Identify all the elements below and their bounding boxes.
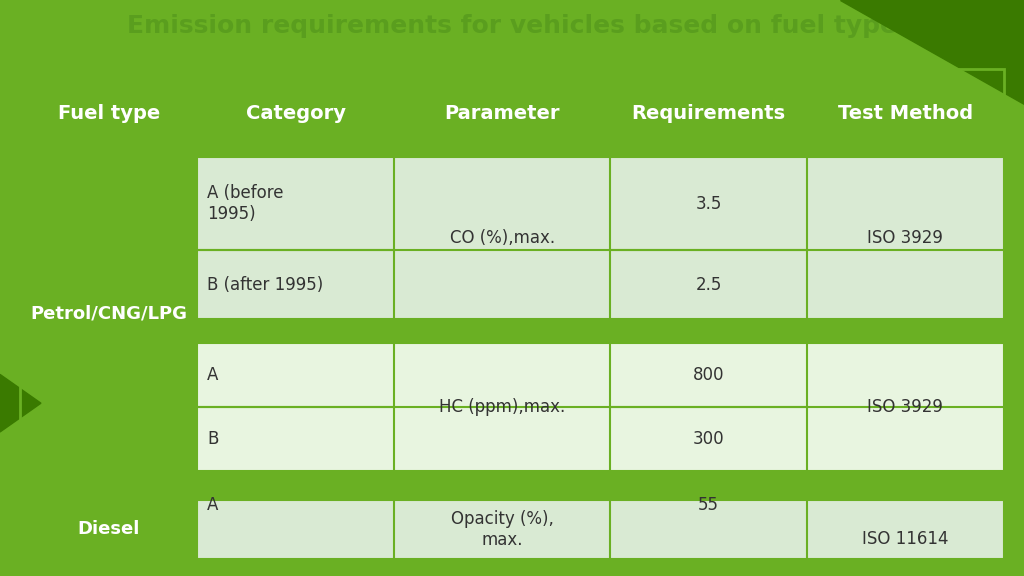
Text: 300: 300 [693,430,724,448]
Bar [198,500,394,559]
Bar [610,343,807,407]
Text: A: A [207,366,219,384]
Text: Petrol/CNG/LPG: Petrol/CNG/LPG [31,305,187,323]
Text: ISO 3929: ISO 3929 [867,398,943,416]
Polygon shape [0,374,41,432]
Bar [198,157,394,250]
Text: ISO 11614: ISO 11614 [862,530,948,548]
Bar [198,250,394,319]
Bar [20,157,198,471]
Bar [20,69,1004,157]
Text: Test Method: Test Method [838,104,973,123]
Text: 800: 800 [693,366,724,384]
Bar [198,343,394,407]
Bar [807,500,1004,559]
Bar [610,157,807,250]
Bar [807,407,1004,471]
Bar [610,407,807,471]
Text: 55: 55 [698,496,719,514]
Bar [20,319,1004,343]
Text: A (before
1995): A (before 1995) [207,184,284,223]
Text: B: B [207,430,219,448]
Text: A: A [207,496,219,514]
Text: Parameter: Parameter [444,104,560,123]
Text: ISO 3929: ISO 3929 [867,229,943,247]
Text: Opacity (%),
max.: Opacity (%), max. [451,510,554,549]
Bar [807,157,1004,250]
Bar [807,250,1004,319]
Text: Requirements: Requirements [632,104,785,123]
Text: 3.5: 3.5 [695,195,722,213]
Bar [394,250,610,319]
Bar [610,500,807,559]
Polygon shape [840,0,1024,104]
Bar [20,500,198,559]
Text: B (after 1995): B (after 1995) [207,275,324,294]
Bar [394,500,610,559]
Bar [394,343,610,407]
Bar [198,407,394,471]
Bar [807,343,1004,407]
Bar [20,69,1004,559]
Text: HC (ppm),max.: HC (ppm),max. [439,398,565,416]
Text: Emission requirements for vehicles based on fuel type: Emission requirements for vehicles based… [127,14,897,38]
Text: Category: Category [246,104,346,123]
Bar [20,471,1004,500]
Text: Fuel type: Fuel type [57,104,160,123]
Text: Diesel: Diesel [78,520,140,539]
Bar [394,157,610,250]
Bar [610,250,807,319]
Bar [394,407,610,471]
Text: CO (%),max.: CO (%),max. [450,229,555,247]
Text: 2.5: 2.5 [695,275,722,294]
